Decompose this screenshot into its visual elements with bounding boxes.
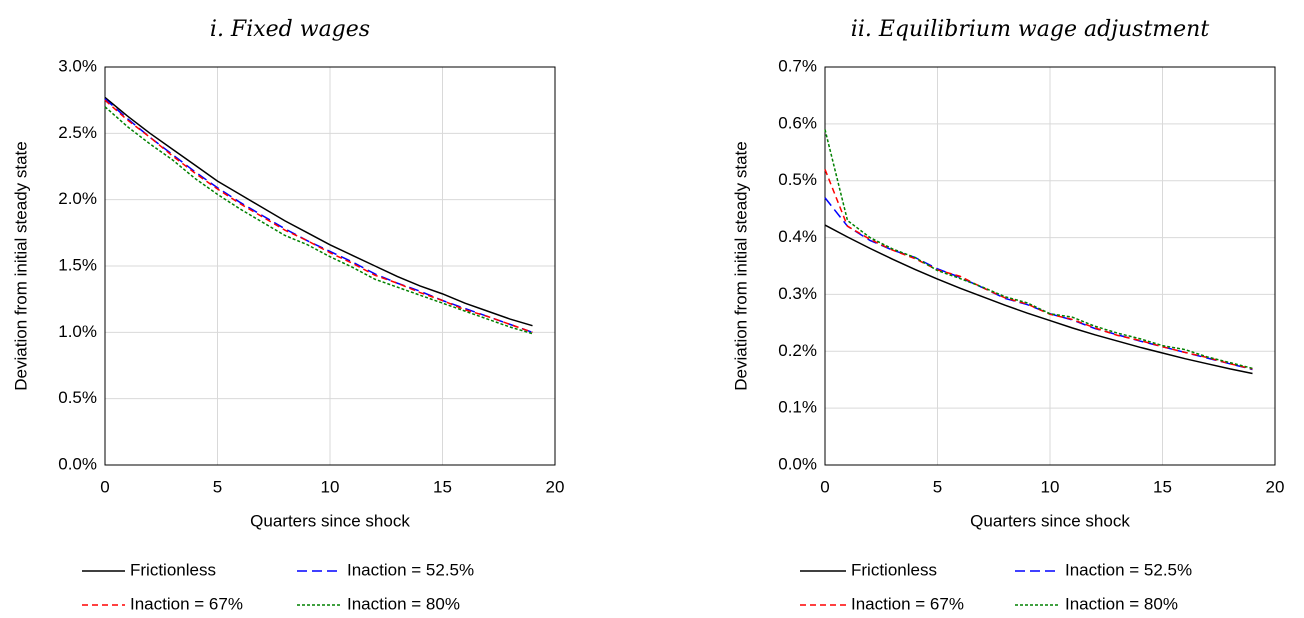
legend-label: Frictionless — [851, 560, 937, 579]
y-tick-label: 0.4% — [778, 227, 817, 246]
legend-label: Frictionless — [130, 560, 216, 579]
legend-label: Inaction = 52.5% — [1065, 560, 1192, 579]
y-tick-label: 0.0% — [778, 454, 817, 473]
y-tick-label: 2.0% — [58, 189, 97, 208]
y-tick-label: 0.1% — [778, 398, 817, 417]
chart-title: ii. Equilibrium wage adjustment — [851, 17, 1210, 42]
series-line — [824, 197, 1253, 371]
x-tick-label: 15 — [433, 477, 452, 496]
y-tick-label: 0.5% — [58, 388, 97, 407]
y-tick-label: 0.6% — [778, 113, 817, 132]
y-tick-label: 1.0% — [58, 322, 97, 341]
series-line — [824, 169, 1253, 370]
x-tick-label: 20 — [1266, 477, 1285, 496]
series-line — [104, 106, 533, 335]
plot-frame — [824, 66, 1276, 466]
legend-label: Inaction = 67% — [851, 594, 964, 613]
x-tick-label: 0 — [820, 477, 829, 496]
y-tick-label: 0.0% — [58, 454, 97, 473]
x-tick-label: 10 — [321, 477, 340, 496]
legend-label: Inaction = 80% — [1065, 594, 1178, 613]
x-tick-label: 20 — [546, 477, 565, 496]
y-axis-label: Deviation from initial steady state — [731, 141, 750, 390]
legend-label: Inaction = 80% — [347, 594, 460, 613]
plot-frame — [104, 66, 556, 466]
series-line — [104, 99, 533, 334]
y-axis-label: Deviation from initial steady state — [11, 141, 30, 390]
series-line — [824, 224, 1253, 375]
y-tick-label: 1.5% — [58, 255, 97, 274]
series-line — [104, 98, 533, 334]
x-tick-label: 5 — [933, 477, 942, 496]
y-tick-label: 0.7% — [778, 56, 817, 75]
legend-label: Inaction = 52.5% — [347, 560, 474, 579]
x-axis-label: Quarters since shock — [250, 511, 410, 530]
legend-label: Inaction = 67% — [130, 594, 243, 613]
y-tick-label: 3.0% — [58, 56, 97, 75]
y-tick-label: 0.3% — [778, 284, 817, 303]
chart-title: i. Fixed wages — [210, 17, 370, 42]
x-tick-label: 15 — [1153, 477, 1172, 496]
x-tick-label: 10 — [1041, 477, 1060, 496]
series-line — [104, 96, 533, 327]
x-tick-label: 0 — [100, 477, 109, 496]
x-axis-label: Quarters since shock — [970, 511, 1130, 530]
x-tick-label: 5 — [213, 477, 222, 496]
y-tick-label: 2.5% — [58, 123, 97, 142]
series-line — [824, 129, 1253, 370]
y-tick-label: 0.2% — [778, 341, 817, 360]
y-tick-label: 0.5% — [778, 170, 817, 189]
